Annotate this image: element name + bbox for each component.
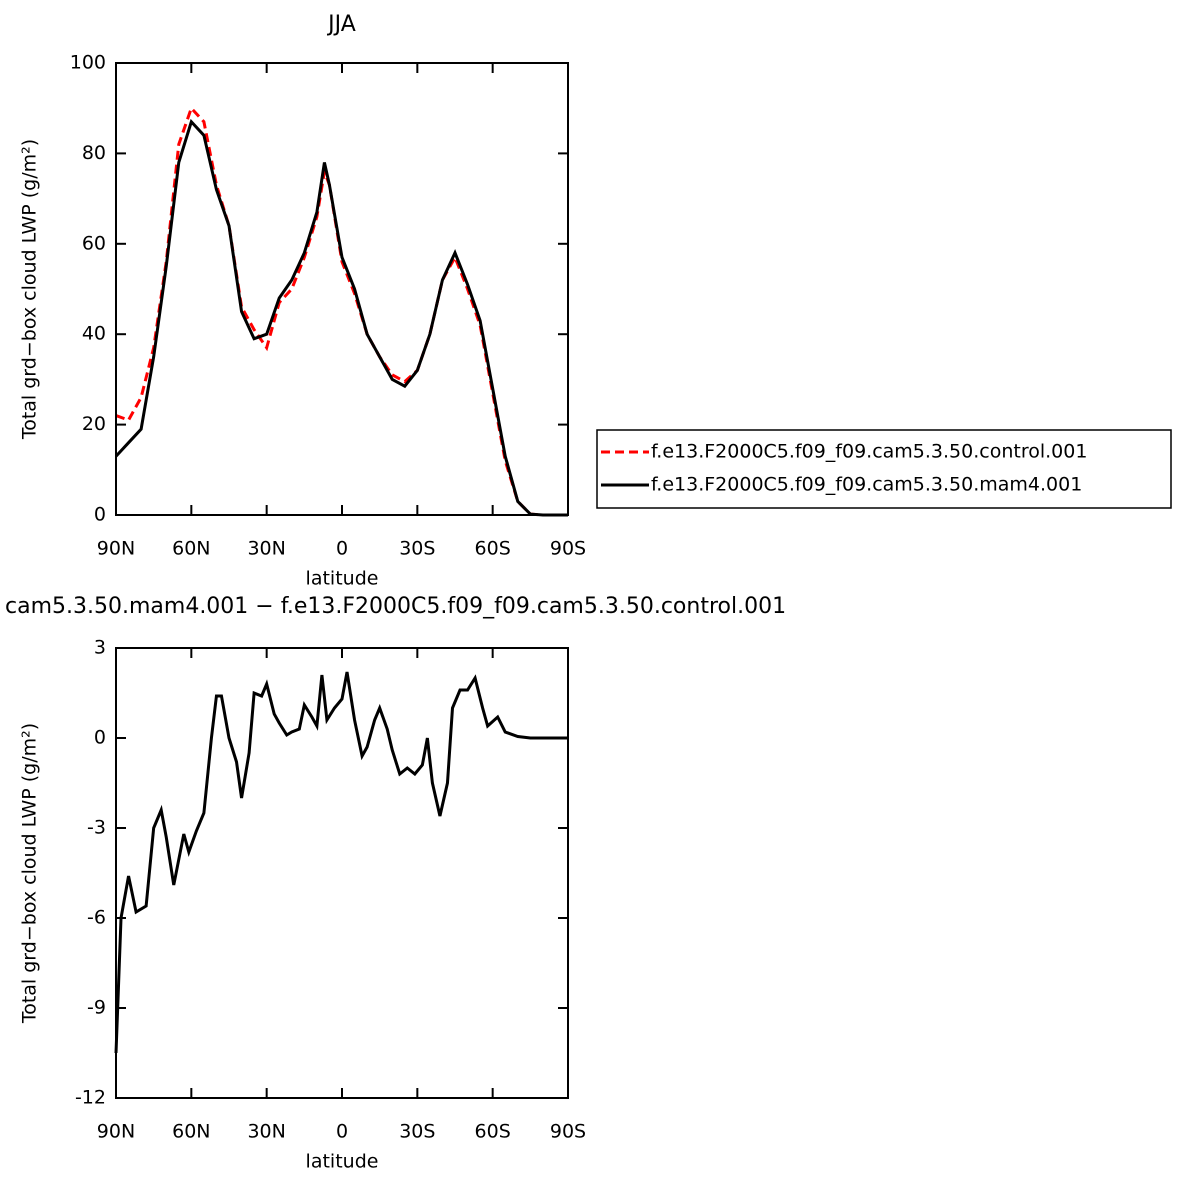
x-tick-label: 60N [172, 538, 210, 560]
chart-title: JJA [326, 12, 356, 37]
y-axis-label: Total grd−box cloud LWP (g/m²) [19, 139, 41, 440]
y-tick-label: 40 [82, 323, 106, 345]
legend-label: f.e13.F2000C5.f09_f09.cam5.3.50.control.… [651, 441, 1087, 463]
y-tick-label: -9 [87, 997, 106, 1019]
x-tick-label: 0 [336, 538, 348, 560]
x-tick-label: 30S [399, 1121, 435, 1143]
data-line [114, 671, 568, 1054]
legend-box [596, 429, 1172, 509]
plot-frame [115, 647, 569, 1099]
x-tick-label: 30N [247, 1121, 285, 1143]
y-tick-label: 0 [94, 727, 106, 749]
chart-title: cam5.3.50.mam4.001 − f.e13.F2000C5.f09_f… [5, 594, 786, 619]
x-axis-label: latitude [306, 1151, 379, 1173]
y-tick-label: -3 [87, 817, 106, 839]
y-axis-label: Total grd−box cloud LWP (g/m²) [19, 723, 41, 1024]
x-tick-label: 30S [399, 538, 435, 560]
y-tick-label: 3 [94, 637, 106, 659]
x-tick-label: 90N [97, 1121, 135, 1143]
y-tick-label: 60 [82, 232, 106, 254]
legend-label: f.e13.F2000C5.f09_f09.cam5.3.50.mam4.001 [651, 474, 1082, 496]
data-line [115, 105, 568, 517]
x-tick-label: 90S [550, 538, 586, 560]
x-axis-label: latitude [306, 568, 379, 590]
plot-frame [115, 62, 569, 516]
y-tick-label: 0 [94, 504, 106, 526]
x-tick-label: 30N [247, 538, 285, 560]
y-tick-label: -12 [75, 1087, 106, 1109]
y-tick-label: 20 [82, 413, 106, 435]
y-tick-label: 80 [82, 142, 106, 164]
x-tick-label: 60S [475, 1121, 511, 1143]
x-tick-label: 60N [172, 1121, 210, 1143]
y-tick-label: -6 [87, 907, 106, 929]
data-line [114, 118, 568, 517]
x-tick-label: 90S [550, 1121, 586, 1143]
x-tick-label: 90N [97, 538, 135, 560]
y-tick-label: 100 [70, 52, 106, 74]
x-tick-label: 0 [336, 1121, 348, 1143]
x-tick-label: 60S [475, 538, 511, 560]
